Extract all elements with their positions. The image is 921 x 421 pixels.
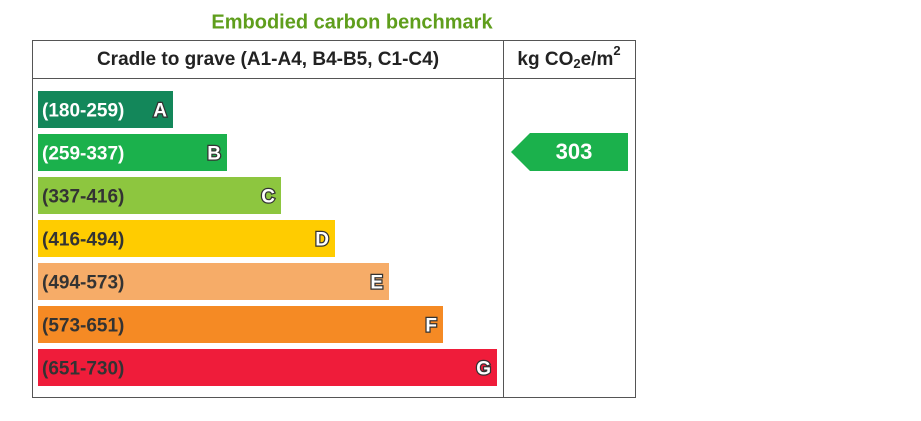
band-letter: E	[370, 273, 383, 294]
band-letter: A	[153, 101, 167, 122]
unit-header: kg CO2e/m2	[517, 43, 620, 71]
band-range: (494-573)	[42, 273, 124, 294]
band-letter: D	[315, 230, 329, 251]
band-range: (180-259)	[42, 101, 124, 122]
rating-arrow	[511, 133, 628, 171]
band-bar	[38, 91, 173, 128]
band-bar	[38, 349, 497, 386]
frame	[32, 40, 636, 398]
rating-value: 303	[556, 139, 593, 164]
unit-mid: e/m	[581, 49, 614, 70]
band-letter: G	[476, 359, 491, 380]
band-letter: B	[207, 144, 221, 165]
band-bar	[38, 263, 389, 300]
band-bar	[38, 306, 443, 343]
unit-sup: 2	[613, 43, 620, 58]
band-bar	[38, 220, 335, 257]
band-letter: C	[261, 187, 275, 208]
band-range: (651-730)	[42, 359, 124, 380]
unit-text: kg CO	[517, 49, 573, 70]
title: Embodied carbon benchmark	[211, 11, 493, 33]
unit-sub: 2	[573, 56, 580, 71]
scope-header: Cradle to grave (A1-A4, B4-B5, C1-C4)	[97, 49, 439, 70]
band-letter: F	[425, 316, 437, 337]
band-range: (337-416)	[42, 187, 124, 208]
band-range: (416-494)	[42, 230, 124, 251]
band-range: (573-651)	[42, 316, 124, 337]
band-bar	[38, 177, 281, 214]
band-bar	[38, 134, 227, 171]
band-range: (259-337)	[42, 144, 124, 165]
